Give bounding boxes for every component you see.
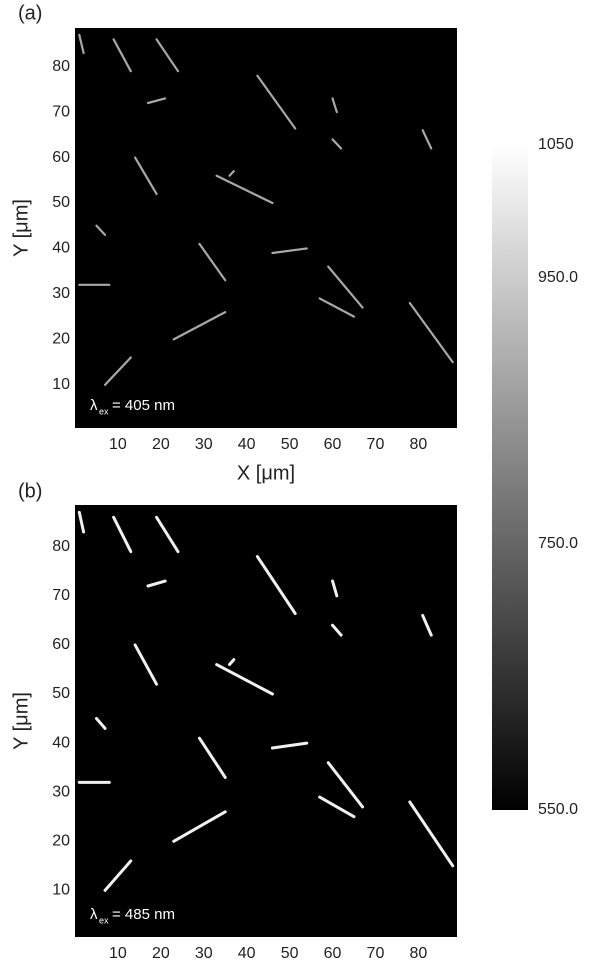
x-tick-label: 10 <box>109 436 127 453</box>
rod <box>155 38 180 73</box>
rod <box>146 97 167 105</box>
colorbar-tick-label: 750.0 <box>538 535 578 552</box>
rod <box>133 643 159 686</box>
rod <box>331 579 339 598</box>
annotation-subscript: ex <box>99 915 109 925</box>
y-tick-label: 70 <box>52 587 70 604</box>
rod <box>103 356 132 386</box>
rod <box>172 310 227 341</box>
rod <box>255 555 297 615</box>
x-tick-label: 30 <box>195 436 213 453</box>
rod <box>78 33 85 55</box>
rods <box>77 510 455 892</box>
rod <box>197 736 227 779</box>
rod <box>172 810 227 843</box>
colorbar-tick-label: 550.0 <box>538 801 578 818</box>
y-axis-label: Y [μm] <box>10 692 32 750</box>
y-tick-label: 50 <box>52 685 70 702</box>
image-area <box>75 28 457 428</box>
y-tick-label: 70 <box>52 103 70 120</box>
rod <box>112 38 132 73</box>
annotation-text: = 405 nm <box>112 397 175 414</box>
x-tick-label: 60 <box>324 945 342 962</box>
x-tick-label: 80 <box>409 436 427 453</box>
x-tick-label: 60 <box>324 436 342 453</box>
panel-label: (b) <box>18 480 42 502</box>
annotation-text: = 485 nm <box>112 906 175 923</box>
y-tick-label: 30 <box>52 783 70 800</box>
rod <box>146 579 167 588</box>
x-tick-label: 50 <box>281 436 299 453</box>
rod <box>331 97 338 114</box>
rod <box>256 74 297 130</box>
rod <box>228 658 236 667</box>
image-area <box>75 505 457 937</box>
rod <box>77 510 86 534</box>
y-axis-label: Y [μm] <box>10 199 32 257</box>
rod <box>327 265 364 309</box>
x-axis-label: X [μm] <box>237 462 295 484</box>
x-tick-label: 20 <box>152 436 170 453</box>
annotation-symbol: λ <box>90 906 98 923</box>
x-tick-label: 70 <box>367 436 385 453</box>
y-tick-label: 10 <box>52 882 70 899</box>
rods <box>78 33 454 386</box>
rod <box>215 174 274 205</box>
rod <box>94 717 107 730</box>
rod <box>133 156 158 196</box>
x-tick-label: 50 <box>281 945 299 962</box>
panel-label: (a) <box>18 2 42 24</box>
rod <box>408 800 455 868</box>
rod <box>215 663 274 696</box>
rod <box>271 247 308 255</box>
x-tick-label: 80 <box>409 945 427 962</box>
rod <box>331 623 343 637</box>
rod <box>95 224 107 236</box>
annotation-symbol: λ <box>90 397 98 414</box>
rod <box>421 129 433 150</box>
rod <box>408 301 454 364</box>
x-tick-label: 20 <box>152 945 170 962</box>
y-tick-label: 80 <box>52 538 70 555</box>
colorbar-tick-label: 950.0 <box>538 269 578 286</box>
annotation-subscript: ex <box>99 406 109 416</box>
rod <box>228 170 235 177</box>
y-tick-label: 40 <box>52 240 70 257</box>
rod <box>112 515 133 554</box>
y-tick-label: 80 <box>52 58 70 75</box>
y-tick-label: 20 <box>52 331 70 348</box>
rod <box>155 515 180 554</box>
y-tick-label: 20 <box>52 832 70 849</box>
y-tick-label: 40 <box>52 734 70 751</box>
x-tick-label: 40 <box>238 436 256 453</box>
x-tick-label: 40 <box>238 945 256 962</box>
rod <box>318 297 356 318</box>
rod <box>270 741 309 750</box>
x-tick-label: 30 <box>195 945 213 962</box>
y-tick-label: 60 <box>52 636 70 653</box>
rod <box>326 761 365 809</box>
y-tick-label: 10 <box>52 376 70 393</box>
rod <box>331 138 343 150</box>
colorbar <box>492 145 528 810</box>
rod <box>421 613 433 637</box>
y-tick-label: 30 <box>52 285 70 302</box>
colorbar-tick-label: 1050 <box>538 136 574 153</box>
y-tick-label: 60 <box>52 149 70 166</box>
rod <box>318 795 356 819</box>
x-tick-label: 10 <box>109 945 127 962</box>
y-tick-label: 50 <box>52 194 70 211</box>
rod <box>103 859 133 892</box>
rod <box>198 242 227 282</box>
x-tick-label: 70 <box>367 945 385 962</box>
